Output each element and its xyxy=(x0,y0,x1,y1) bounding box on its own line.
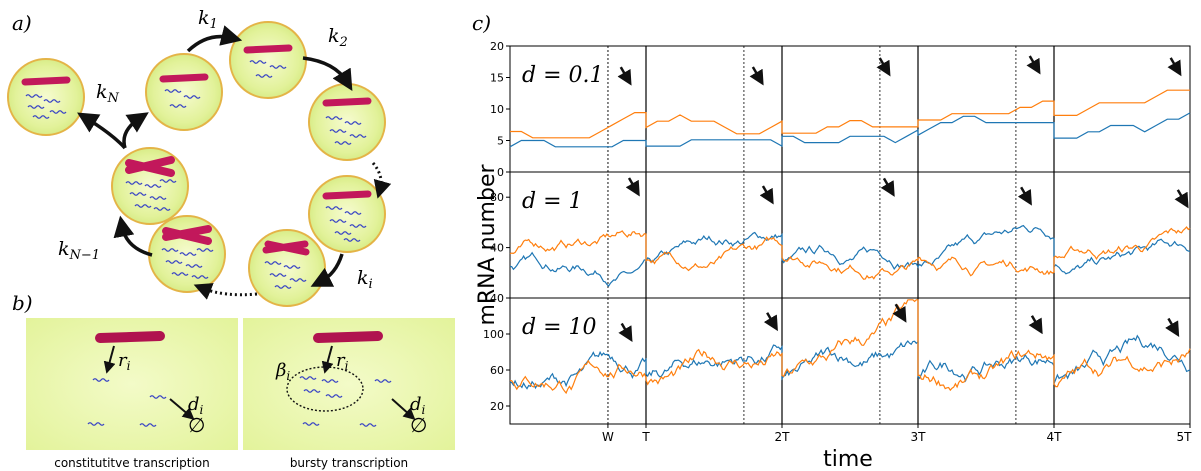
arrow-k2 xyxy=(302,56,353,92)
y-tick-label: 140 xyxy=(483,292,504,305)
x-tick-label: 3T xyxy=(911,430,927,444)
constitutive-panel: ri di ∅ xyxy=(26,318,238,450)
cell-cycle-diagram: k1 k2 ki kN−1 kN xyxy=(7,7,392,307)
y-tick-label: 20 xyxy=(490,40,504,53)
series-orange xyxy=(509,226,1191,280)
y-tick-label: 40 xyxy=(490,242,504,255)
cell-1 xyxy=(7,58,85,136)
row-label: d = 0.1 xyxy=(522,63,604,88)
arrow-kN-b xyxy=(77,112,127,150)
cell-3 xyxy=(229,21,307,99)
division-arrow xyxy=(1017,186,1032,206)
division-arrow xyxy=(618,322,633,342)
cell-4 xyxy=(308,83,386,161)
bursty-panel: ri βi di ∅ xyxy=(243,318,455,450)
caption-constitutive: constitutitve transcription xyxy=(54,456,210,470)
arrow-ki xyxy=(310,253,344,287)
y-tick-label: 5 xyxy=(497,135,504,148)
cell-5 xyxy=(308,175,386,253)
panel-c-label: c) xyxy=(472,11,491,35)
division-arrow xyxy=(1028,315,1043,335)
division-arrow xyxy=(1174,189,1189,209)
row-label: d = 10 xyxy=(522,315,597,340)
null-symbol-bursty: ∅ xyxy=(410,413,427,437)
rate-ki: ki xyxy=(357,267,373,292)
cell-7 xyxy=(148,215,226,293)
y-tick-label: 100 xyxy=(483,328,504,341)
row-frame xyxy=(509,297,1191,425)
trajectory-plot: 20 15 10 5 0 d = 0.1 80 40 d = 1 140 100 60 20 d = 10… xyxy=(483,40,1192,444)
x-tick-label: 2T xyxy=(775,430,791,444)
x-tick-label: W xyxy=(602,430,614,444)
y-axis-label: mRNA number xyxy=(475,164,500,326)
division-arrow xyxy=(763,312,778,332)
rate-kN-1: kN−1 xyxy=(58,238,100,263)
arrow-k1 xyxy=(186,25,243,53)
arrow-dotted-2 xyxy=(193,283,258,300)
division-arrow xyxy=(892,303,907,323)
y-tick-label: 60 xyxy=(490,364,504,377)
arrow-kN-1 xyxy=(113,215,153,257)
division-arrow xyxy=(880,177,895,197)
y-tick-label: 10 xyxy=(490,103,504,116)
division-arrow xyxy=(749,66,764,86)
series-orange xyxy=(509,299,1191,395)
panel-a-label: a) xyxy=(12,11,32,35)
x-axis-label: time xyxy=(823,447,873,471)
rate-k2: k2 xyxy=(328,25,348,50)
division-arrow xyxy=(1165,317,1180,338)
series-orange xyxy=(510,89,1190,139)
rate-kN: kN xyxy=(96,81,120,106)
null-symbol-constitutive: ∅ xyxy=(188,413,205,437)
division-arrow xyxy=(759,185,774,205)
row-label: d = 1 xyxy=(522,189,583,214)
x-tick-label: T xyxy=(641,430,650,444)
y-tick-label: 80 xyxy=(490,191,504,204)
cell-6 xyxy=(248,229,326,307)
caption-bursty: bursty transcription xyxy=(290,456,408,470)
y-tick-label: 20 xyxy=(490,400,504,413)
panel-b-label: b) xyxy=(12,291,33,315)
x-tick-label: 4T xyxy=(1047,430,1063,444)
division-arrow xyxy=(1167,57,1182,77)
y-tick-label: 0 xyxy=(497,166,504,179)
division-arrow xyxy=(1026,55,1041,75)
division-arrow xyxy=(625,177,640,197)
division-arrow xyxy=(617,66,632,86)
y-tick-label: 15 xyxy=(490,72,504,85)
cell-8 xyxy=(111,147,189,225)
arrow-kN-a xyxy=(122,112,149,149)
arrow-dotted-1 xyxy=(371,162,392,199)
rate-k1: k1 xyxy=(198,7,218,32)
division-arrow xyxy=(876,57,891,77)
series-blue xyxy=(509,224,1191,288)
cell-2 xyxy=(145,53,223,131)
series-blue xyxy=(509,112,1191,148)
x-tick-label: 5T xyxy=(1177,430,1193,444)
